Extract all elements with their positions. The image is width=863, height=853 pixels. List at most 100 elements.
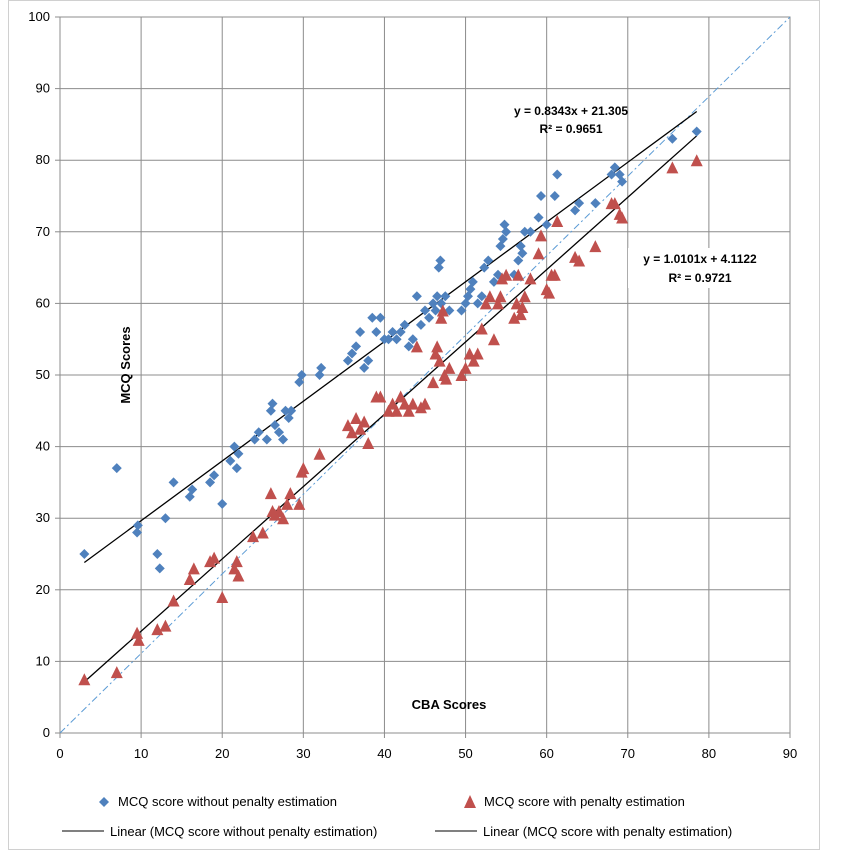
- data-point-with-penalty: [475, 322, 488, 335]
- data-point-no-penalty: [395, 327, 406, 338]
- data-point-with-penalty: [666, 161, 679, 174]
- data-point-with-penalty: [483, 290, 496, 303]
- data-point-with-penalty: [455, 369, 468, 381]
- data-point-with-penalty: [551, 215, 564, 228]
- trendline-1-r2: R² = 0.9651: [539, 122, 602, 136]
- data-point-with-penalty: [390, 404, 403, 417]
- data-point-with-penalty: [459, 361, 472, 374]
- data-point-with-penalty: [386, 397, 399, 410]
- data-point-with-penalty: [228, 562, 241, 575]
- data-point-with-penalty: [589, 240, 602, 253]
- data-point-with-penalty: [394, 390, 407, 403]
- data-point-no-penalty: [483, 255, 494, 266]
- trendline-1-equation: y = 0.8343x + 21.305: [514, 104, 628, 118]
- y-tick-label: 100: [28, 9, 50, 24]
- data-point-no-penalty: [316, 362, 327, 373]
- data-point-no-penalty: [154, 563, 165, 574]
- data-point-no-penalty: [420, 305, 430, 316]
- data-point-with-penalty: [524, 272, 537, 285]
- data-point-with-penalty: [440, 372, 453, 385]
- data-point-with-penalty: [374, 390, 387, 403]
- data-point-with-penalty: [516, 300, 529, 313]
- x-axis-title: CBA Scores: [412, 697, 487, 712]
- data-point-no-penalty: [347, 348, 357, 359]
- data-point-with-penalty: [151, 623, 164, 636]
- data-point-no-penalty: [517, 248, 528, 259]
- data-point-no-penalty: [152, 549, 163, 559]
- data-point-with-penalty: [410, 340, 423, 353]
- data-point-with-penalty: [247, 530, 260, 543]
- reference-line-layer: [59, 16, 791, 734]
- data-point-no-penalty: [342, 355, 353, 366]
- data-point-with-penalty: [382, 404, 395, 417]
- data-point-with-penalty: [500, 268, 513, 281]
- data-point-no-penalty: [488, 276, 499, 287]
- legend-series-2-label: MCQ score with penalty estimation: [484, 794, 685, 809]
- data-point-with-penalty: [256, 526, 269, 539]
- x-tick-label: 50: [458, 746, 472, 761]
- data-point-with-penalty: [78, 673, 91, 686]
- data-point-with-penalty: [354, 422, 367, 435]
- data-point-no-penalty: [132, 527, 143, 538]
- data-point-no-penalty: [467, 276, 478, 287]
- data-point-with-penalty: [690, 154, 703, 167]
- data-point-no-penalty: [79, 549, 90, 559]
- data-point-no-penalty: [205, 477, 216, 488]
- data-point-no-penalty: [267, 398, 278, 409]
- data-point-no-penalty: [160, 513, 171, 524]
- x-tick-label: 10: [134, 746, 148, 761]
- data-point-with-penalty: [284, 487, 297, 500]
- x-tick-label: 60: [539, 746, 553, 761]
- data-point-no-penalty: [433, 262, 444, 273]
- data-point-no-penalty: [314, 370, 325, 380]
- trendline-2-label-bg: [628, 248, 772, 288]
- data-point-with-penalty: [431, 340, 444, 353]
- data-point-with-penalty: [187, 562, 200, 575]
- x-tick-label: 20: [215, 746, 229, 761]
- data-point-with-penalty: [487, 333, 500, 346]
- data-point-with-penalty: [443, 361, 456, 374]
- trendline-2-equation: y = 1.0101x + 4.1122: [643, 252, 757, 266]
- x-tick-label: 90: [783, 746, 797, 761]
- y-tick-label: 90: [36, 81, 50, 96]
- data-point-no-penalty: [570, 205, 581, 216]
- data-point-no-penalty: [667, 133, 678, 144]
- data-point-no-penalty: [229, 441, 240, 452]
- data-point-with-penalty: [479, 297, 492, 310]
- data-point-no-penalty: [590, 198, 601, 209]
- data-point-no-penalty: [168, 477, 179, 488]
- data-point-with-penalty: [463, 347, 476, 360]
- data-point-with-penalty: [406, 397, 419, 410]
- data-point-with-penalty: [508, 311, 521, 324]
- data-point-no-penalty: [541, 219, 552, 230]
- data-point-with-penalty: [532, 247, 545, 260]
- data-point-no-penalty: [217, 498, 228, 509]
- data-point-no-penalty: [209, 470, 220, 481]
- data-point-with-penalty: [402, 404, 415, 417]
- data-point-no-penalty: [391, 334, 402, 345]
- data-point-no-penalty: [132, 520, 143, 531]
- data-point-no-penalty: [552, 169, 563, 180]
- data-point-no-penalty: [278, 434, 289, 445]
- data-point-no-penalty: [286, 405, 297, 416]
- data-point-with-penalty: [573, 254, 586, 267]
- data-point-with-penalty: [467, 354, 480, 367]
- data-point-with-penalty: [514, 308, 527, 321]
- data-point-no-penalty: [415, 319, 426, 330]
- trendline-layer: [83, 111, 698, 683]
- data-point-with-penalty: [350, 411, 363, 424]
- data-point-no-penalty: [274, 427, 284, 438]
- data-point-no-penalty: [476, 291, 487, 302]
- data-point-with-penalty: [230, 555, 243, 568]
- data-point-with-penalty: [297, 462, 310, 475]
- data-point-with-penalty: [159, 619, 172, 632]
- data-point-no-penalty: [574, 198, 585, 209]
- data-point-no-penalty: [387, 327, 398, 338]
- y-tick-label: 0: [43, 725, 50, 740]
- data-point-with-penalty: [616, 211, 629, 224]
- data-point-with-penalty: [494, 290, 507, 303]
- data-point-with-penalty: [435, 311, 448, 324]
- data-point-with-penalty: [264, 487, 277, 500]
- trendline-2-r2: R² = 0.9721: [668, 271, 731, 285]
